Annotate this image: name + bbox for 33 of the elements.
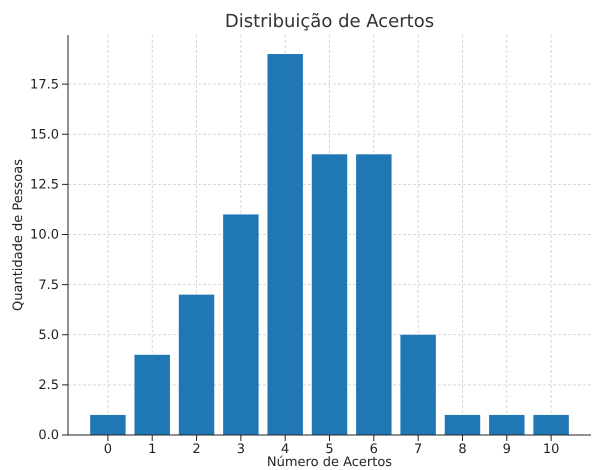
bar <box>178 294 214 435</box>
x-tick-label: 0 <box>104 442 112 458</box>
chart-title: Distribuição de Acertos <box>224 11 434 32</box>
bar <box>134 354 170 435</box>
bar <box>400 334 436 435</box>
bar <box>356 154 392 435</box>
x-tick-label: 8 <box>458 442 467 458</box>
y-tick-label: 15.0 <box>30 127 59 142</box>
x-tick-label: 7 <box>414 442 422 458</box>
bar <box>223 214 259 435</box>
bar <box>533 414 569 435</box>
y-tick-label: 7.5 <box>38 278 59 293</box>
y-tick-label: 5.0 <box>38 328 59 343</box>
x-tick-label: 1 <box>148 442 156 458</box>
y-tick-label: 0.0 <box>38 428 59 444</box>
y-axis-title: Quantidade de Pessoas <box>11 158 26 311</box>
bar <box>267 54 303 435</box>
bar <box>90 414 126 435</box>
y-tick-label: 2.5 <box>38 378 59 394</box>
x-tick-label: 10 <box>542 442 560 458</box>
x-tick-label: 5 <box>325 442 334 458</box>
bar <box>444 414 480 435</box>
x-tick-label: 2 <box>192 442 201 458</box>
x-tick-label: 9 <box>502 442 511 458</box>
bar <box>312 154 348 435</box>
y-tick-label: 10.0 <box>30 228 59 243</box>
x-tick-label: 6 <box>370 442 378 458</box>
x-tick-label: 4 <box>281 442 290 458</box>
y-tick-label: 12.5 <box>30 178 59 193</box>
bar <box>489 414 525 435</box>
x-axis-title: Número de Acertos <box>266 455 392 470</box>
x-tick-label: 3 <box>236 442 245 458</box>
y-tick-label: 17.5 <box>30 77 59 92</box>
